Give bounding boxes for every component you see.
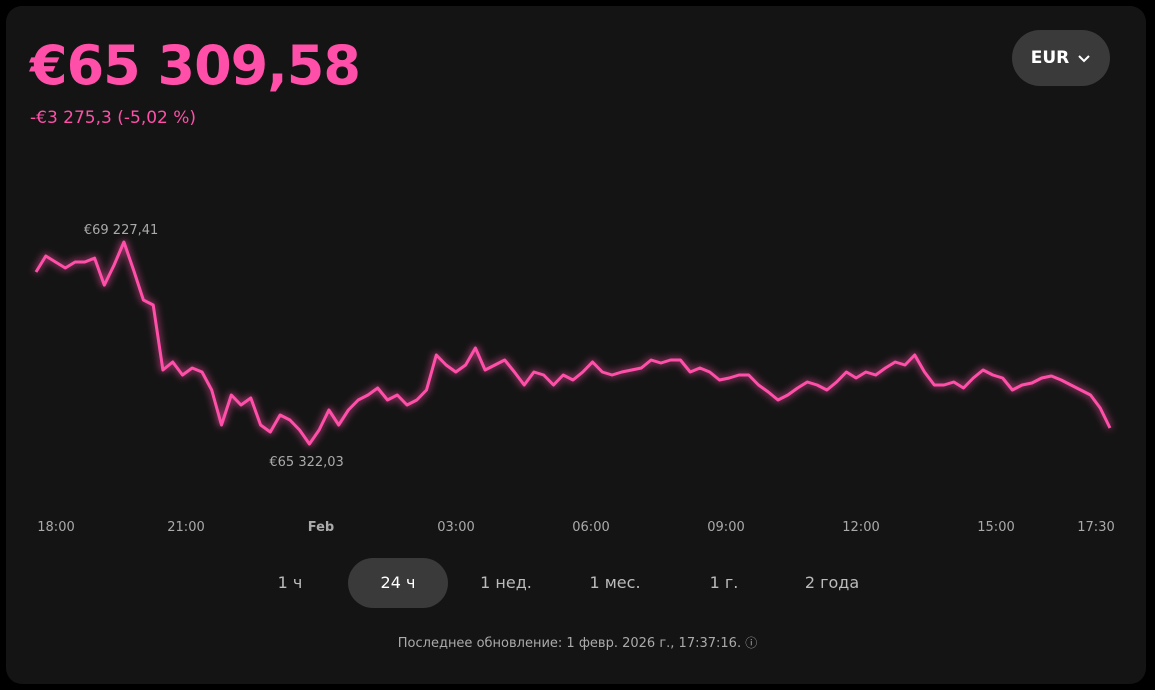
range-button[interactable]: 1 г.	[709, 573, 739, 592]
x-tick-label: 03:00	[437, 520, 474, 535]
info-icon[interactable]: ⓘ	[745, 636, 758, 650]
updated-text: Последнее обновление: 1 февр. 2026 г., 1…	[397, 636, 742, 651]
max-label: €69 227,41	[84, 223, 158, 238]
currency-button[interactable]: EUR	[1012, 30, 1110, 86]
range-button[interactable]: 2 года	[804, 573, 860, 592]
x-tick-label: 12:00	[842, 520, 879, 535]
x-tick-label: 09:00	[707, 520, 744, 535]
range-selector: 1 ч 24 ч 1 нед. 1 мес. 1 г. 2 года	[0, 558, 1155, 608]
price: €65 309,58	[30, 34, 361, 97]
range-button[interactable]: 1 ч	[277, 573, 303, 592]
currency-label: EUR	[1030, 48, 1070, 68]
chevron	[1078, 55, 1090, 63]
x-tick-label: 17:30	[1077, 520, 1114, 535]
x-tick-label: 18:00	[37, 520, 74, 535]
x-tick-label: 15:00	[977, 520, 1014, 535]
last-updated: Последнее обновление: 1 февр. 2026 г., 1…	[0, 634, 1155, 651]
chart: €69 227,41 €65 322,03 18:00 21:00 Feb 03:00 06…	[34, 223, 1115, 535]
range-button[interactable]: 24 ч	[348, 558, 448, 608]
panel	[6, 6, 1146, 684]
x-tick-label: 21:00	[167, 520, 204, 535]
x-tick-label: 06:00	[572, 520, 609, 535]
price-line	[34, 240, 1112, 446]
min-label: €65 322,03	[269, 455, 343, 470]
price-change: -€3 275,3 (-5,02 %)	[30, 108, 197, 128]
range-button[interactable]: 1 нед.	[480, 573, 532, 592]
x-tick-label: Feb	[308, 520, 334, 535]
range-button[interactable]: 1 мес.	[589, 573, 641, 592]
